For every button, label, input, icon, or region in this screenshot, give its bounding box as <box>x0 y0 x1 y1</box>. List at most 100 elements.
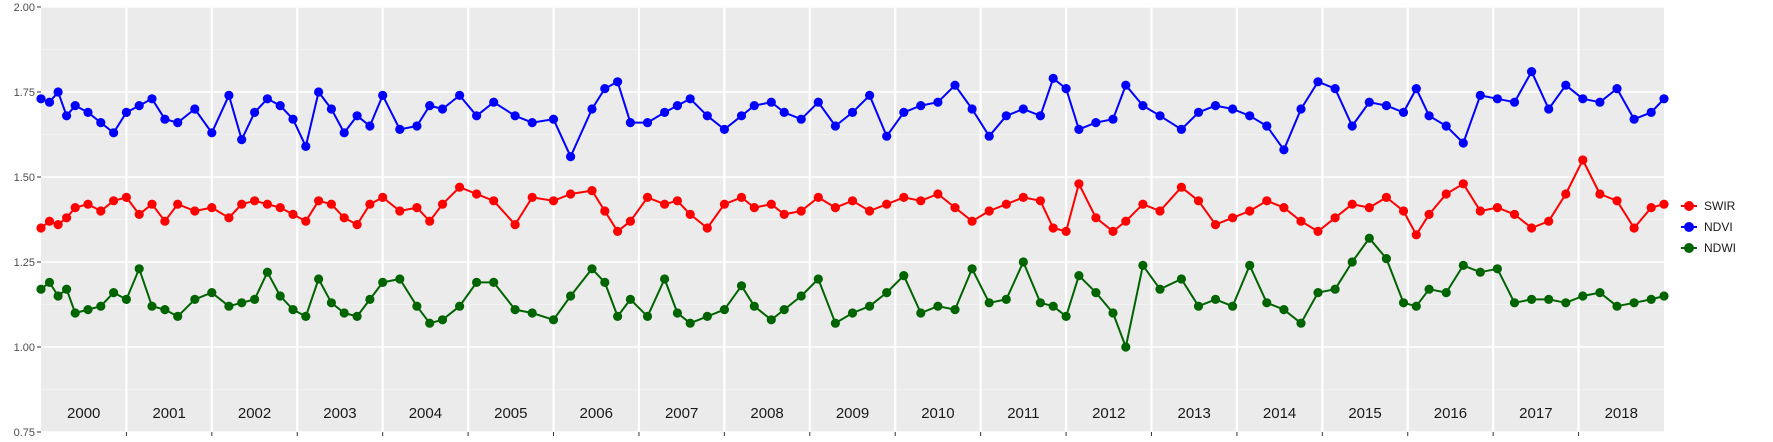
data-point-ndvi <box>53 87 63 97</box>
data-point-ndvi <box>1509 97 1520 107</box>
data-point-ndvi <box>865 90 875 100</box>
data-point-swir <box>1121 216 1131 226</box>
data-point-swir <box>1475 206 1485 216</box>
year-label: 2007 <box>665 405 698 422</box>
data-point-swir <box>147 199 157 209</box>
year-label: 2001 <box>152 405 185 422</box>
data-point-ndwi <box>510 305 520 315</box>
data-point-ndwi <box>1296 318 1306 328</box>
data-point-ndvi <box>1458 138 1468 148</box>
data-point-ndvi <box>1210 101 1221 111</box>
data-point-ndwi <box>314 274 324 284</box>
data-point-swir <box>1210 220 1221 230</box>
data-point-swir <box>1138 199 1148 209</box>
data-point-ndvi <box>207 128 217 138</box>
data-point-swir <box>642 192 653 202</box>
data-point-ndwi <box>455 301 465 311</box>
data-point-ndvi <box>719 124 730 134</box>
data-point-swir <box>352 220 362 230</box>
data-point-ndwi <box>207 288 217 298</box>
legend-item-ndvi: NDVI <box>1681 220 1733 234</box>
data-point-ndwi <box>548 315 559 325</box>
data-point-ndwi <box>412 301 422 311</box>
data-point-swir <box>314 196 324 206</box>
data-point-ndwi <box>1074 271 1084 281</box>
data-point-ndvi <box>1035 111 1045 121</box>
year-label: 2003 <box>323 405 356 422</box>
data-point-ndvi <box>412 121 422 131</box>
data-point-ndvi <box>984 131 994 141</box>
data-point-ndwi <box>660 274 670 284</box>
data-point-ndvi <box>510 111 520 121</box>
data-point-ndwi <box>847 308 858 318</box>
data-point-swir <box>813 192 823 202</box>
data-point-ndvi <box>250 107 260 117</box>
data-point-swir <box>1398 206 1409 216</box>
data-point-ndwi <box>830 318 841 328</box>
data-point-swir <box>1364 203 1374 213</box>
data-point-swir <box>1578 155 1588 165</box>
data-point-swir <box>1018 192 1028 202</box>
data-point-ndvi <box>613 77 623 87</box>
y-tick-label: 0.75 <box>14 427 35 439</box>
data-point-swir <box>472 189 482 199</box>
data-point-swir <box>548 196 559 206</box>
year-label: 2017 <box>1519 405 1552 422</box>
data-point-ndvi <box>1646 107 1656 117</box>
data-point-swir <box>160 216 170 226</box>
data-point-ndvi <box>847 107 858 117</box>
data-point-ndwi <box>1411 301 1421 311</box>
data-point-swir <box>736 192 747 202</box>
data-point-ndwi <box>472 277 482 287</box>
data-point-swir <box>600 206 610 216</box>
data-point-swir <box>109 196 119 206</box>
data-point-swir <box>1595 189 1605 199</box>
legend-swatch-point <box>1684 201 1694 211</box>
legend-swatch-point <box>1684 222 1694 232</box>
data-point-swir <box>1659 199 1669 209</box>
year-label: 2009 <box>836 405 869 422</box>
data-point-ndwi <box>160 305 170 315</box>
data-point-ndvi <box>1544 104 1554 114</box>
legend-swatch-point <box>1684 243 1694 253</box>
data-point-ndwi <box>36 284 46 294</box>
data-point-swir <box>1296 216 1306 226</box>
data-point-swir <box>288 209 298 219</box>
data-point-ndwi <box>566 291 576 301</box>
data-point-ndwi <box>1595 288 1605 298</box>
data-point-ndvi <box>1629 114 1639 124</box>
year-label: 2008 <box>750 405 783 422</box>
data-point-swir <box>566 189 576 199</box>
data-point-ndvi <box>1347 121 1357 131</box>
data-point-ndvi <box>1228 104 1238 114</box>
data-point-swir <box>425 216 435 226</box>
data-point-ndwi <box>1458 260 1468 270</box>
data-point-ndwi <box>766 315 776 325</box>
data-point-ndvi <box>262 94 272 104</box>
year-label: 2005 <box>494 405 527 422</box>
data-point-ndwi <box>250 294 260 304</box>
data-point-swir <box>1313 226 1323 236</box>
data-point-ndwi <box>950 305 960 315</box>
data-point-ndwi <box>1544 294 1554 304</box>
data-point-swir <box>527 192 537 202</box>
data-point-ndvi <box>44 97 55 107</box>
data-point-ndvi <box>1061 84 1071 94</box>
data-point-swir <box>83 199 93 209</box>
y-axis: 0.75 1.00 1.25 1.50 1.75 2.00 <box>14 2 1580 439</box>
data-point-ndvi <box>566 152 576 162</box>
data-point-ndvi <box>1091 118 1101 128</box>
data-point-swir <box>365 199 375 209</box>
y-tick-label: 2.00 <box>14 2 35 14</box>
data-point-swir <box>1091 213 1101 223</box>
data-point-swir <box>1048 223 1058 233</box>
data-point-ndvi <box>437 104 448 114</box>
data-point-ndvi <box>1193 107 1204 117</box>
data-point-ndwi <box>1578 291 1588 301</box>
data-point-swir <box>1176 182 1186 192</box>
data-point-ndvi <box>916 101 926 111</box>
data-point-swir <box>301 216 311 226</box>
data-point-ndvi <box>83 107 93 117</box>
data-point-ndvi <box>736 111 747 121</box>
data-point-ndvi <box>121 107 131 117</box>
